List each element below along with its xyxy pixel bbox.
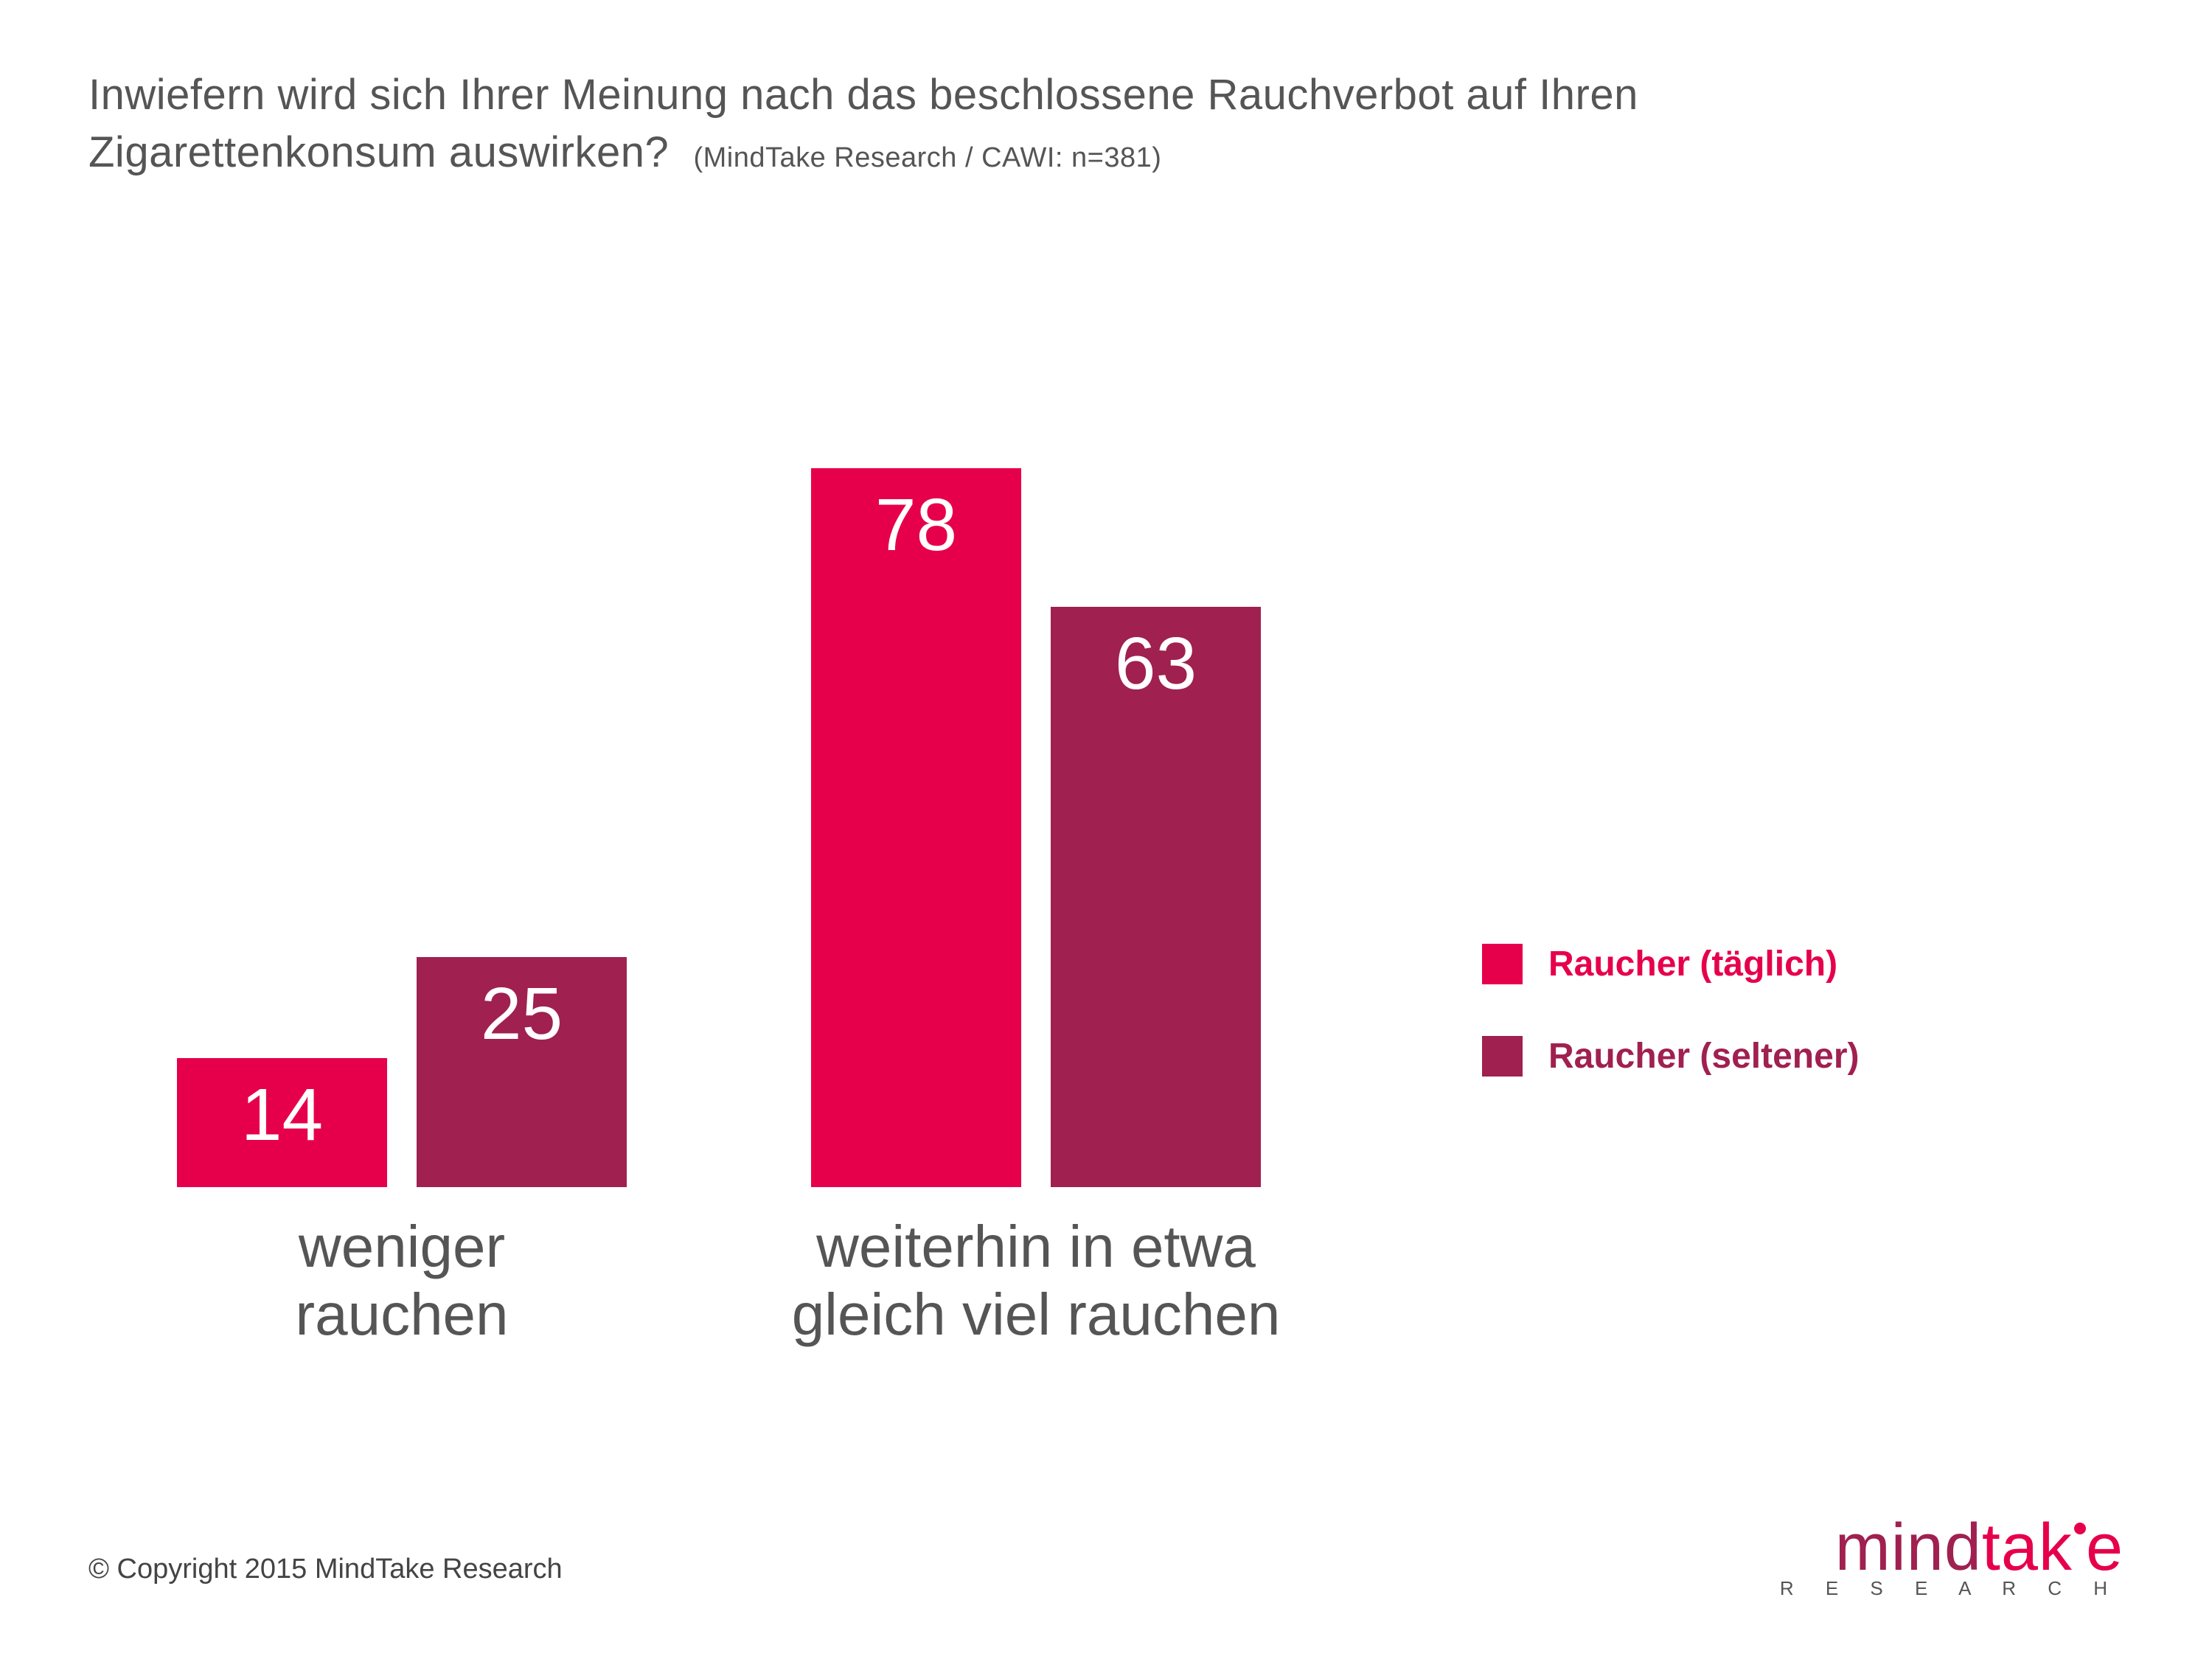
bar-group: 78 63 bbox=[811, 468, 1261, 1187]
bar: 63 bbox=[1051, 607, 1261, 1188]
bar-value-label: 25 bbox=[481, 972, 563, 1057]
brand-logo: mindtake R E S E A R C H bbox=[1780, 1510, 2124, 1600]
bar-group: 14 25 bbox=[177, 957, 627, 1188]
bar-value-label: 14 bbox=[241, 1073, 323, 1158]
legend-swatch bbox=[1482, 1036, 1523, 1077]
bar-chart: 1425weniger rauchen7863weiterhin in etwa… bbox=[147, 265, 1327, 1187]
logo-wordmark: mindtake bbox=[1780, 1510, 2124, 1586]
legend-label: Raucher (seltener) bbox=[1548, 1036, 1859, 1077]
category-label: weniger rauchen bbox=[103, 1213, 700, 1349]
logo-part-tak: tak bbox=[1982, 1511, 2073, 1585]
bar-value-label: 78 bbox=[875, 483, 957, 568]
bar: 78 bbox=[811, 468, 1021, 1187]
title-line-1: Inwiefern wird sich Ihrer Meinung nach d… bbox=[88, 71, 1638, 119]
bar-value-label: 63 bbox=[1115, 622, 1197, 706]
logo-part-mind: mind bbox=[1835, 1511, 1982, 1585]
chart-subtitle: (MindTake Research / CAWI: n=381) bbox=[693, 142, 1161, 173]
bar: 25 bbox=[417, 957, 627, 1188]
bar: 14 bbox=[177, 1058, 387, 1187]
legend-item: Raucher (seltener) bbox=[1482, 1036, 1859, 1077]
copyright-text: © Copyright 2015 MindTake Research bbox=[88, 1554, 563, 1585]
logo-part-e: e bbox=[2086, 1511, 2124, 1585]
category-label: weiterhin in etwa gleich viel rauchen bbox=[737, 1213, 1335, 1349]
logo-dot-icon bbox=[2074, 1523, 2086, 1534]
chart-title: Inwiefern wird sich Ihrer Meinung nach d… bbox=[88, 66, 2124, 182]
logo-subtext: R E S E A R C H bbox=[1780, 1577, 2124, 1600]
legend: Raucher (täglich) Raucher (seltener) bbox=[1482, 944, 1859, 1128]
legend-label: Raucher (täglich) bbox=[1548, 944, 1837, 984]
chart-title-block: Inwiefern wird sich Ihrer Meinung nach d… bbox=[88, 66, 2124, 182]
legend-item: Raucher (täglich) bbox=[1482, 944, 1859, 984]
title-line-2: Zigarettenkonsum auswirken? bbox=[88, 128, 669, 176]
legend-swatch bbox=[1482, 944, 1523, 984]
